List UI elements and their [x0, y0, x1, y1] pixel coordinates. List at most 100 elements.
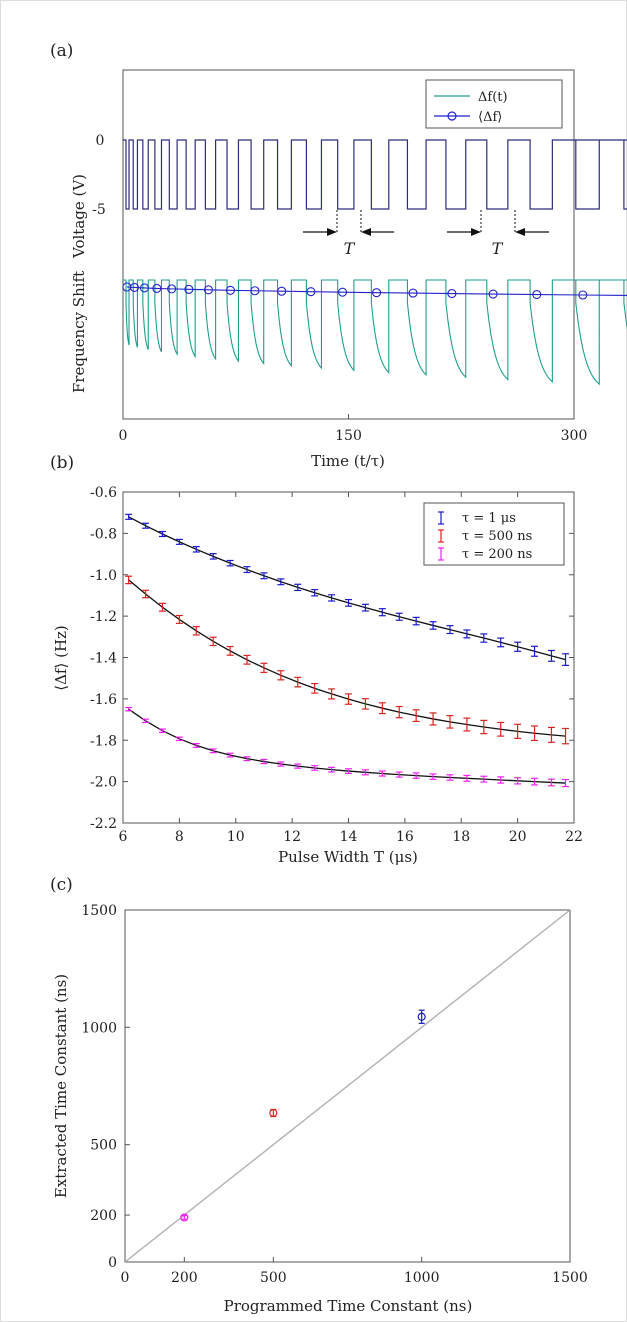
panel-b-data-point: [463, 717, 471, 732]
t2-arrowhead-left: [471, 228, 481, 236]
panel-a-legend-freq: Δf(t): [478, 90, 508, 105]
panel-c-ytick-label: 1500: [81, 903, 117, 919]
panel-b-data-point: [243, 756, 251, 762]
panel-a-xtick-label: 0: [119, 428, 128, 444]
panel-b-data-point: [260, 572, 268, 580]
panel-c-plot: [124, 909, 571, 1263]
panel-b-data-point: [378, 608, 386, 617]
panel-a-ylabel-voltage: Voltage (V): [70, 174, 88, 259]
panel-b-data-point: [547, 778, 555, 787]
panel-b-xtick-label: 12: [283, 829, 301, 845]
average-marker: [532, 289, 542, 300]
panel-b-ylabel: ⟨Δf⟩ (Hz): [52, 625, 70, 691]
panel-b-ytick-label: -0.6: [90, 485, 117, 501]
panel-b-data-point: [175, 538, 183, 545]
panel-b-data-point: [158, 728, 166, 733]
panel-c-ylabel: Extracted Time Constant (ns): [52, 974, 70, 1198]
panel-b-data-point: [480, 775, 488, 783]
average-marker: [337, 287, 348, 297]
panel-b-data-point: [311, 765, 319, 771]
voltage-trace: [123, 139, 627, 210]
average-marker: [184, 284, 194, 294]
panel-b-data-point: [277, 578, 285, 586]
panel-b-data-point: [328, 594, 336, 602]
panel-b-label: (b): [50, 453, 74, 473]
panel-c-xtick-label: 200: [171, 1270, 198, 1286]
panel-b-data-point: [395, 705, 403, 719]
panel-b-data-point: [311, 682, 319, 694]
panel-b-data-point: [192, 626, 200, 636]
panel-b-data-point: [497, 637, 505, 648]
panel-b-data-point: [497, 721, 505, 737]
panel-b-data-point: [361, 603, 369, 612]
panel-b-data-point: [531, 645, 539, 657]
panel-b-ytick-label: -1.8: [90, 733, 117, 749]
panel-b-data-point: [562, 727, 570, 745]
panel-b-data-point: [345, 598, 352, 607]
panel-c-ticks: 0 200 500 1000 1500 0 200 500 1000 1500: [81, 903, 587, 1286]
panel-b-xtick-label: 6: [119, 829, 128, 845]
panel-a-plot: [122, 139, 627, 386]
panel-c-xtick-label: 500: [260, 1270, 287, 1286]
panel-b-data-point: [277, 761, 285, 767]
panel-b-ticks: 6 8 10 12 14 16 18 20 22 -0.6 -0.8 -1.0 -1.2 -1.4 -1.6…: [90, 485, 583, 845]
average-marker: [250, 286, 260, 296]
panel-b-data-point: [429, 621, 437, 630]
t1-arrowhead-right: [361, 228, 371, 236]
panel-a-legend-avg: ⟨Δf⟩: [478, 110, 502, 125]
panel-b-plot: [125, 513, 570, 788]
panel-c-xtick-label: 1500: [552, 1270, 588, 1286]
panel-b-data-point: [294, 583, 302, 592]
panel-b-data-point: [463, 774, 471, 782]
average-marker: [152, 283, 162, 293]
panel-b-data-point: [260, 662, 268, 673]
average-marker: [306, 287, 316, 297]
panel-b-xtick-label: 10: [227, 829, 245, 845]
panel-b-legend-box: [423, 502, 565, 566]
panel-b-data-point: [429, 712, 437, 726]
panel-c-xtick-label: 1000: [404, 1270, 440, 1286]
panel-b-ytick-label: -1.2: [90, 609, 117, 625]
panel-b-ytick-label: -2.2: [90, 816, 117, 832]
average-marker: [447, 289, 457, 299]
panel-b-data-point: [412, 772, 420, 779]
panel-b-xtick-label: 8: [175, 829, 184, 845]
panel-b-legend-mark: [438, 529, 444, 543]
panel-b-data-point: [226, 752, 234, 758]
panel-c-reference-line: [124, 909, 571, 1263]
panel-c-xlabel: Programmed Time Constant (ns): [224, 1297, 473, 1315]
panel-b-data-point: [209, 636, 217, 647]
average-marker: [167, 284, 177, 294]
panel-b-data-point: [125, 575, 133, 585]
panel-b-xtick-label: 14: [340, 829, 358, 845]
panel-b-xtick-label: 18: [452, 829, 470, 845]
panel-b-data-point: [378, 702, 386, 715]
t2-label: T: [492, 239, 504, 258]
panel-b-fit-line: [128, 708, 566, 784]
panel-a-ytick-0: 0: [96, 133, 105, 149]
panel-b-data-point: [547, 726, 555, 743]
panel-b-data-point: [412, 709, 420, 723]
panel-b-xtick-label: 16: [396, 829, 414, 845]
panel-a-legend-box: [425, 79, 563, 129]
panel-b-data-point: [395, 771, 403, 778]
panel-a-ytick-minus5: -5: [92, 202, 106, 218]
panel-b-ytick-label: -1.6: [90, 692, 117, 708]
panel-b-data-point: [142, 589, 150, 599]
average-line: [126, 286, 627, 296]
panel-b-data-point: [158, 530, 166, 538]
panel-c-label: (c): [50, 875, 73, 895]
panel-a-legend-marker-avg: [447, 111, 457, 121]
panel-b-data-point: [480, 719, 488, 735]
t1-label: T: [344, 239, 356, 258]
panel-b-data-point: [429, 773, 437, 780]
panel-b-data-point: [446, 715, 454, 729]
panel-b-data-point: [463, 629, 471, 639]
panel-b-data-point: [192, 742, 200, 748]
panel-b-data-point: [361, 698, 369, 710]
panel-b-xlabel: Pulse Width T (μs): [278, 848, 418, 866]
panel-c-data-point: [180, 1213, 189, 1222]
panel-b-ytick-label: -2.0: [90, 775, 117, 791]
panel-b-data-point: [395, 612, 403, 621]
